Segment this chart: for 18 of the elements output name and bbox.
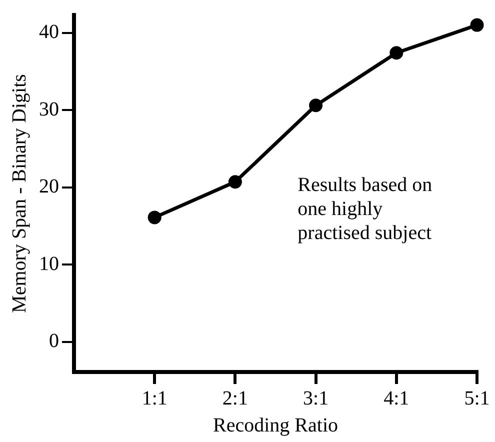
point bbox=[470, 18, 484, 32]
y-tick-label: 40 bbox=[39, 21, 59, 44]
point bbox=[309, 98, 323, 112]
point bbox=[228, 175, 242, 189]
y-axis-title: Memory Span - Binary Digits bbox=[8, 74, 30, 313]
x-tick-label: 5:1 bbox=[464, 387, 490, 410]
x-tick-label: 3:1 bbox=[303, 387, 329, 410]
x-tick-label: 4:1 bbox=[384, 387, 410, 410]
x-tick-label: 2:1 bbox=[222, 387, 248, 410]
point bbox=[390, 46, 404, 60]
y-tick-label: 20 bbox=[39, 176, 59, 198]
x-axis-title: Recoding Ratio bbox=[213, 414, 338, 436]
x-tick-label: 1:1 bbox=[142, 387, 168, 410]
annotation: Results based on one highly practised subject bbox=[298, 174, 432, 244]
y-tick-label: 30 bbox=[39, 98, 59, 120]
y-tick-label: 10 bbox=[39, 252, 59, 275]
y-tick-label: 0 bbox=[49, 330, 59, 352]
point bbox=[148, 210, 162, 224]
